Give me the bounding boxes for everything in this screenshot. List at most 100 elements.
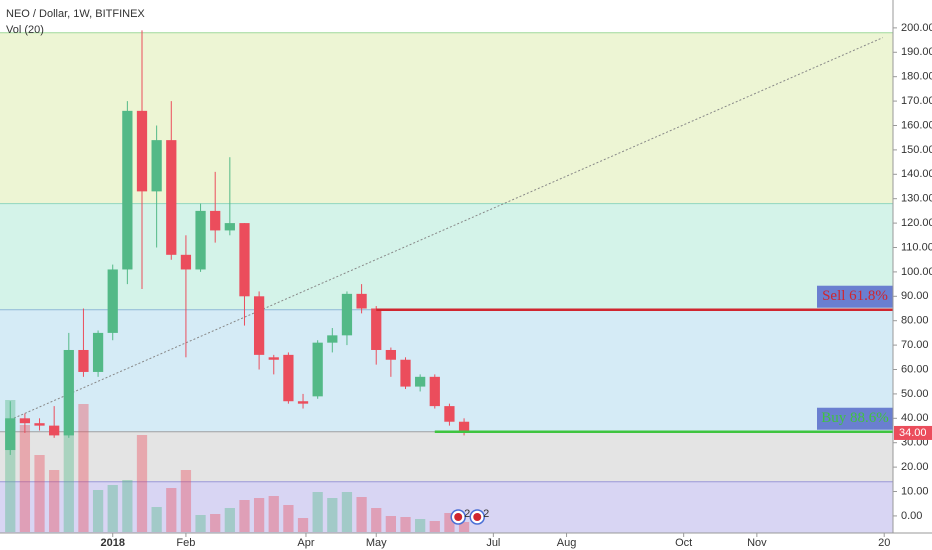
- candle-body: [78, 349, 89, 372]
- candle-body: [385, 349, 396, 360]
- candle-body: [5, 418, 16, 451]
- y-tick-label: 50.00: [901, 388, 929, 400]
- volume-bar: [210, 514, 221, 532]
- y-tick-label: 110.00: [901, 241, 932, 253]
- last-price-box: [894, 425, 932, 440]
- x-tick-label: Apr: [297, 537, 314, 549]
- volume-bar: [283, 505, 294, 532]
- candle-body: [283, 354, 294, 402]
- candle-body: [195, 210, 206, 270]
- y-tick-label: 120.00: [901, 217, 932, 229]
- level-label: Sell 61.8%: [822, 288, 888, 304]
- volume-bar: [122, 480, 133, 532]
- volume-bar: [166, 488, 177, 532]
- y-tick-label: 180.00: [901, 71, 932, 83]
- candle-body: [268, 357, 279, 360]
- volume-bar: [356, 497, 367, 532]
- event-flag: [454, 513, 463, 521]
- volume-bar: [180, 470, 192, 532]
- x-tick-label: Feb: [176, 537, 195, 549]
- volume-bar: [341, 492, 353, 532]
- y-tick-label: 150.00: [901, 144, 932, 156]
- candle-body: [49, 425, 60, 436]
- candle-body: [210, 210, 221, 231]
- volume-bar: [78, 404, 89, 532]
- candle-body: [341, 293, 353, 336]
- volume-bar: [312, 492, 323, 532]
- last-price-label: 34.00: [899, 427, 927, 439]
- x-tick-label: Jul: [486, 537, 500, 549]
- volume-bar: [400, 517, 411, 532]
- candle-body: [107, 269, 118, 333]
- volume-bar: [297, 518, 309, 532]
- x-tick-label: 2018: [100, 537, 124, 549]
- candle-body: [166, 140, 177, 255]
- y-tick-label: 200.00: [901, 22, 932, 34]
- trendline: [10, 37, 883, 421]
- x-tick-label: Oct: [675, 537, 692, 549]
- fib-zone: [0, 203, 893, 310]
- event-count: 2: [464, 508, 470, 520]
- volume-bar: [92, 490, 104, 532]
- candle-body: [458, 421, 470, 433]
- plot: Sell 61.8% Buy 88.6% 2 2: [5, 30, 893, 532]
- fib-zone: [0, 431, 893, 482]
- candle-body: [239, 223, 250, 297]
- level-label-box: [817, 285, 893, 308]
- y-tick-label: 20.00: [901, 461, 929, 473]
- volume-label: Vol (20): [6, 24, 44, 36]
- x-tick-label: Nov: [747, 537, 767, 549]
- chart-title: NEO / Dollar, 1W, BITFINEX: [6, 8, 145, 20]
- y-tick-label: 170.00: [901, 95, 932, 107]
- volume-bar: [5, 400, 16, 532]
- y-tick-label: 10.00: [901, 485, 929, 497]
- volume-bar: [63, 432, 74, 532]
- y-tick-label: 130.00: [901, 193, 932, 205]
- x-tick-label: May: [366, 537, 387, 549]
- y-tick-label: 60.00: [901, 363, 929, 375]
- candle-body: [180, 254, 192, 270]
- candle-body: [122, 110, 133, 270]
- candle-body: [151, 140, 162, 192]
- candle-body: [429, 376, 440, 407]
- candle-body: [312, 342, 323, 397]
- candle-body: [444, 406, 455, 422]
- y-tick-label: 40.00: [901, 412, 929, 424]
- y-tick-label: 190.00: [901, 46, 932, 58]
- y-tick-label: 160.00: [901, 119, 932, 131]
- fib-zone: [0, 481, 893, 533]
- event-count: 2: [483, 508, 489, 520]
- candle-body: [224, 223, 235, 231]
- candle-body: [415, 376, 426, 387]
- candle-body: [371, 308, 382, 350]
- volume-bar: [49, 470, 60, 532]
- volume-bar: [444, 513, 455, 532]
- volume-bar: [195, 515, 206, 532]
- candle-body: [63, 349, 74, 436]
- candle-body: [400, 359, 411, 387]
- candle-body: [356, 293, 367, 309]
- volume-bar: [458, 522, 470, 532]
- candle-body: [327, 335, 338, 343]
- y-tick-label: 0.00: [901, 510, 922, 522]
- candle-body: [19, 418, 31, 424]
- x-tick-label: Aug: [557, 537, 577, 549]
- volume-bar: [136, 435, 148, 532]
- x-tick-label: 20: [878, 537, 890, 549]
- volume-bar: [415, 519, 426, 532]
- event-flag: [473, 513, 482, 521]
- y-tick-label: 80.00: [901, 315, 929, 327]
- volume-bar: [34, 455, 45, 532]
- volume-bar: [19, 425, 31, 532]
- fib-zone: [0, 32, 893, 204]
- level-label: Buy 88.6%: [821, 410, 889, 426]
- volume-bar: [429, 521, 440, 532]
- level-label-box: [817, 407, 893, 430]
- volume-bar: [151, 507, 162, 532]
- candle-body: [297, 401, 309, 404]
- y-tick-label: 90.00: [901, 290, 929, 302]
- candle-body: [92, 332, 104, 372]
- y-tick-label: 100.00: [901, 266, 932, 278]
- candle-body: [136, 110, 148, 192]
